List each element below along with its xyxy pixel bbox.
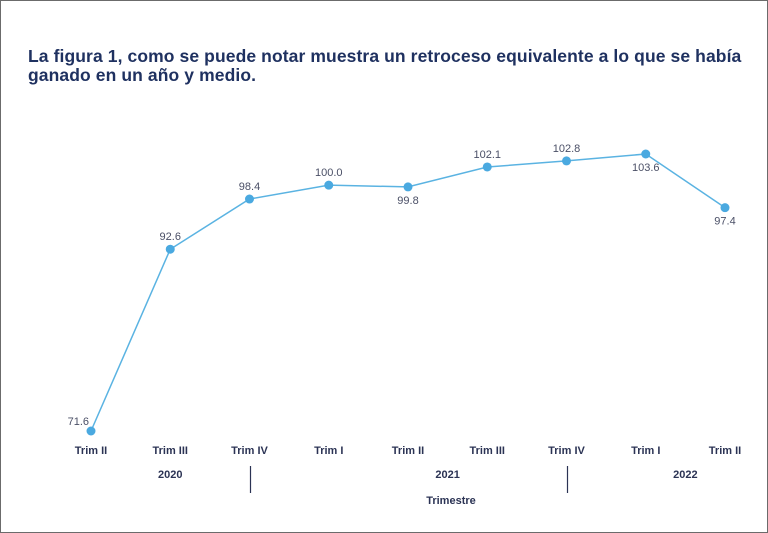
data-label: 97.4 (714, 216, 735, 228)
data-label: 99.8 (397, 195, 418, 207)
x-tick-label: Trim I (631, 445, 660, 457)
data-point (641, 149, 651, 159)
x-group-label: 2021 (435, 469, 459, 481)
data-point (324, 180, 334, 190)
x-tick-label: Trim III (470, 445, 505, 457)
data-label: 92.6 (160, 231, 181, 243)
data-label: 71.6 (68, 416, 89, 428)
data-label: 103.6 (632, 162, 660, 174)
x-tick-label: Trim II (75, 445, 107, 457)
data-point (720, 203, 730, 213)
data-label: 98.4 (239, 181, 260, 193)
data-point (562, 156, 571, 166)
data-point (86, 426, 96, 436)
x-axis-title: Trimestre (426, 495, 476, 507)
data-point (165, 244, 175, 254)
data-point (403, 182, 413, 192)
x-tick-label: Trim III (153, 445, 188, 457)
x-group-label: 2022 (673, 469, 697, 481)
data-point (245, 194, 254, 204)
x-tick-label: Trim IV (548, 445, 585, 457)
x-tick-label: Trim I (314, 445, 343, 457)
x-group-label: 2020 (158, 469, 182, 481)
data-point (482, 162, 492, 172)
data-label: 102.8 (553, 143, 581, 155)
x-tick-label: Trim IV (231, 445, 268, 457)
data-label: 100.0 (315, 167, 343, 179)
x-tick-label: Trim II (709, 445, 741, 457)
chart-title: La figura 1, como se puede notar muestra… (28, 46, 742, 85)
x-tick-label: Trim II (392, 445, 424, 457)
data-label: 102.1 (473, 149, 501, 161)
